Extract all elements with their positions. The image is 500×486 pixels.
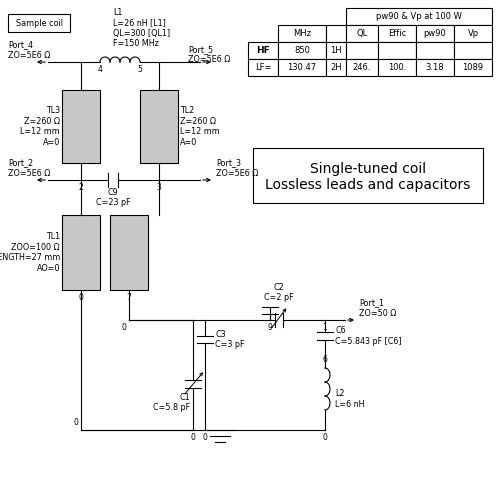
Bar	[346, 25, 378, 42]
Text: C6
C=5.843 pF [C6]: C6 C=5.843 pF [C6]	[335, 326, 402, 346]
Bar	[326, 42, 346, 59]
Text: Single-tuned coil: Single-tuned coil	[310, 161, 426, 175]
Text: Lossless leads and capacitors: Lossless leads and capacitors	[266, 177, 470, 191]
Text: Sample coil: Sample coil	[16, 18, 62, 28]
Text: LF=: LF=	[255, 63, 271, 72]
Text: Port_1
ZO=50 Ω: Port_1 ZO=50 Ω	[359, 298, 397, 318]
Text: L1
L=26 nH [L1]
QL=300 [QL1]
F=150 MHz: L1 L=26 nH [L1] QL=300 [QL1] F=150 MHz	[113, 8, 170, 48]
Text: 1: 1	[322, 323, 328, 332]
Text: TL2
Z=260 Ω
L=12 mm
A=0: TL2 Z=260 Ω L=12 mm A=0	[180, 106, 220, 147]
Bar	[378, 42, 416, 59]
Text: C3
C=3 pF: C3 C=3 pF	[215, 330, 244, 349]
Text: MHz: MHz	[293, 29, 311, 38]
Bar	[416, 25, 454, 42]
Text: Effic: Effic	[388, 29, 406, 38]
Text: 0: 0	[73, 418, 78, 427]
Text: TL3
Z=260 Ω
L=12 mm
A=0: TL3 Z=260 Ω L=12 mm A=0	[20, 106, 60, 147]
Text: Port_3
ZO=5E6 Ω: Port_3 ZO=5E6 Ω	[216, 158, 258, 178]
Bar	[378, 59, 416, 76]
Text: 0: 0	[322, 433, 328, 442]
Text: 246.: 246.	[353, 63, 371, 72]
Bar	[62, 215, 100, 290]
Text: 0: 0	[190, 433, 196, 442]
Text: Port_2
ZO=5E6 Ω: Port_2 ZO=5E6 Ω	[8, 158, 50, 178]
Text: 850: 850	[294, 46, 310, 55]
Text: C1
C=5.8 pF: C1 C=5.8 pF	[153, 393, 190, 413]
Text: 130.47: 130.47	[288, 63, 316, 72]
Bar	[378, 25, 416, 42]
Bar	[416, 59, 454, 76]
Text: 3: 3	[156, 183, 162, 192]
Text: 1089: 1089	[462, 63, 483, 72]
Text: 0: 0	[78, 293, 84, 302]
Bar	[62, 90, 100, 163]
Text: TL1
ZOO=100 Ω
LENGTH=27 mm
AO=0: TL1 ZOO=100 Ω LENGTH=27 mm AO=0	[0, 232, 60, 273]
Text: 0: 0	[202, 433, 207, 442]
Text: 4: 4	[98, 65, 102, 74]
Bar	[110, 215, 148, 290]
Bar	[454, 59, 492, 76]
Text: L2
L=6 nH: L2 L=6 nH	[335, 389, 364, 409]
Text: 2: 2	[78, 183, 84, 192]
Bar	[326, 25, 346, 42]
Bar	[140, 90, 178, 163]
Bar	[346, 42, 378, 59]
Bar	[8, 14, 70, 32]
Bar	[416, 42, 454, 59]
Text: C9
C=23 pF: C9 C=23 pF	[96, 188, 130, 208]
Bar	[278, 25, 326, 42]
Bar	[248, 42, 278, 59]
Text: 3.18: 3.18	[426, 63, 444, 72]
Text: 0: 0	[121, 323, 126, 332]
Text: 7: 7	[126, 293, 132, 302]
Text: 2H: 2H	[330, 63, 342, 72]
Text: Port_5
ZO=5E6 Ω: Port_5 ZO=5E6 Ω	[188, 45, 230, 65]
Text: Vp: Vp	[468, 29, 478, 38]
Text: QL: QL	[356, 29, 368, 38]
Bar	[248, 59, 278, 76]
Text: pw90 & Vp at 100 W: pw90 & Vp at 100 W	[376, 12, 462, 21]
Bar	[326, 59, 346, 76]
Text: 100.: 100.	[388, 63, 406, 72]
Bar	[346, 8, 492, 25]
Text: HF: HF	[256, 46, 270, 55]
Bar	[278, 42, 326, 59]
Text: C2
C=2 pF: C2 C=2 pF	[264, 282, 294, 302]
Bar	[253, 148, 483, 203]
Text: 6: 6	[322, 355, 328, 364]
Text: 9: 9	[268, 323, 272, 332]
Text: 1H: 1H	[330, 46, 342, 55]
Text: pw90: pw90	[424, 29, 446, 38]
Bar	[454, 25, 492, 42]
Text: 5: 5	[138, 65, 142, 74]
Bar	[454, 42, 492, 59]
Bar	[346, 59, 378, 76]
Text: Port_4
ZO=5E6 Ω: Port_4 ZO=5E6 Ω	[8, 41, 50, 60]
Bar	[278, 59, 326, 76]
